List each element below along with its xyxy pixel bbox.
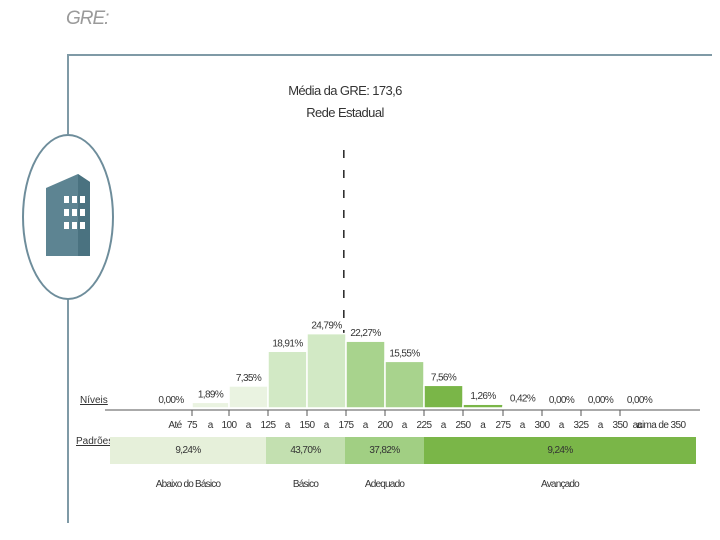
tick-label-350: 350: [613, 420, 629, 431]
bar-225-250: [423, 384, 464, 409]
panel-border-left-top: [67, 54, 69, 134]
bar-75-100: [191, 401, 230, 409]
pattern-name: Abaixo do Básico: [156, 479, 222, 490]
bar-label-150-175: 24,79%: [311, 321, 342, 332]
bar-label-325-350: 0,00%: [588, 395, 614, 406]
tick-label-100: 100: [222, 420, 238, 431]
pattern-name: Avançado: [541, 479, 580, 490]
bars-group: [191, 332, 543, 409]
page-title: GRE:: [66, 8, 109, 29]
tick-label-225: 225: [417, 420, 433, 431]
tick-label-75: 75: [187, 420, 198, 431]
x-ticks-group: Até 75 a 100 a 125 a 150 a 175 a 200 a 225 a 250 a 275 a 30…: [168, 410, 687, 431]
range-word: a: [208, 420, 214, 431]
pattern-band-adequado: [345, 437, 424, 464]
bar-label-100-125: 7,35%: [236, 373, 262, 384]
bar-label-75-100: 1,89%: [198, 389, 224, 400]
pattern-band-básico: [266, 437, 345, 464]
tick-label-275: 275: [496, 420, 512, 431]
bar-label-175-200: 22,27%: [350, 328, 381, 339]
bar-label-0-75: 0,00%: [158, 395, 184, 406]
tick-label-250: 250: [456, 420, 472, 431]
pattern-value: 9,24%: [175, 445, 201, 456]
range-word: a: [559, 420, 565, 431]
range-word: a: [520, 420, 526, 431]
range-word: a: [324, 420, 330, 431]
range-word: a: [402, 420, 408, 431]
pattern-names-group: Abaixo do Básico Básico Adequado Avançado: [156, 479, 581, 490]
pattern-name: Básico: [293, 479, 319, 490]
bar-label-300-325: 0,00%: [549, 395, 575, 406]
bar-250-275: [462, 403, 504, 409]
bar-150-175: [306, 332, 347, 409]
range-word: a: [598, 420, 604, 431]
panel-border-top: [67, 54, 712, 56]
range-word: a: [480, 420, 486, 431]
bar-275-300: [502, 405, 543, 409]
tick-label-200: 200: [378, 420, 394, 431]
tick-label-300: 300: [535, 420, 551, 431]
tick-label-acima de 350: acima de 350: [633, 420, 687, 431]
bar-100-125: [228, 385, 269, 409]
tick-label-Até: Até: [168, 420, 182, 431]
range-word: a: [363, 420, 369, 431]
range-word: a: [285, 420, 291, 431]
bar-label-350-375: 0,00%: [627, 395, 653, 406]
pattern-band-abaixo-do-básico: [110, 437, 266, 464]
range-word: a: [246, 420, 252, 431]
bar-labels-group: 0,00% 1,89% 7,35% 18,91% 24,79% 22,27% 15,55% 7…: [158, 321, 653, 406]
tick-label-150: 150: [300, 420, 316, 431]
bar-label-275-300: 0,42%: [510, 394, 536, 405]
bar-label-250-275: 1,26%: [470, 391, 496, 402]
bar-200-225: [384, 360, 425, 409]
school-icon-badge: [22, 134, 114, 300]
range-word: a: [441, 420, 447, 431]
network-label: Rede Estadual: [306, 105, 384, 120]
pattern-value: 37,82%: [369, 445, 400, 456]
levels-label: Níveis: [80, 395, 108, 406]
tick-label-325: 325: [574, 420, 590, 431]
bar-label-225-250: 7,56%: [431, 372, 457, 383]
bar-125-150: [267, 350, 308, 409]
pattern-value: 43,70%: [290, 445, 321, 456]
bar-175-200: [345, 340, 386, 409]
school-building-icon: [46, 174, 90, 256]
tick-label-175: 175: [339, 420, 355, 431]
mean-label: Média da GRE: 173,6: [288, 83, 402, 98]
patterns-label: Padrões: [76, 436, 113, 447]
tick-label-125: 125: [261, 420, 277, 431]
mean-info: Média da GRE: 173,6 Rede Estadual: [220, 80, 470, 124]
bar-label-200-225: 15,55%: [389, 348, 420, 359]
pattern-bands-group: 9,24% 43,70% 37,82% 9,24%: [110, 437, 696, 464]
pattern-name: Adequado: [365, 479, 405, 490]
pattern-band-avançado: [424, 437, 696, 464]
pattern-value: 9,24%: [547, 445, 573, 456]
bar-label-125-150: 18,91%: [272, 338, 303, 349]
panel-border-left-bottom: [67, 298, 69, 523]
range-word: a: [637, 420, 643, 431]
